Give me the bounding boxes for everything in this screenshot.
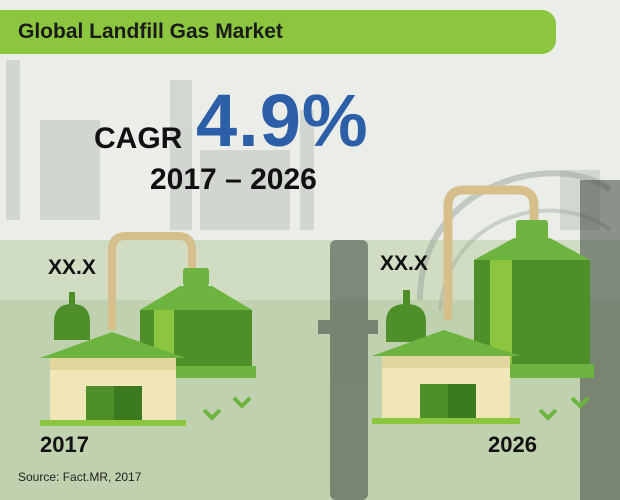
source-note: Source: Fact.MR, 2017 [18, 470, 142, 484]
biogas-plant-large-icon [372, 185, 594, 424]
left-plant-value: XX.X [48, 256, 96, 279]
check-chevron-icon [202, 408, 222, 421]
title-banner: Global Landfill Gas Market [0, 10, 556, 54]
forecast-period: 2017 – 2026 [150, 163, 317, 196]
cagr-value: 4.9% [196, 79, 369, 162]
check-chevron-icon [232, 396, 252, 409]
check-chevron-icon [570, 396, 590, 409]
cagr-label: CAGR [94, 122, 183, 155]
check-chevron-icon [538, 408, 558, 421]
page-title: Global Landfill Gas Market [18, 20, 283, 43]
right-plant-year: 2026 [488, 432, 537, 457]
left-plant-year: 2017 [40, 432, 89, 457]
right-plant-value: XX.X [380, 252, 428, 275]
biogas-plant-small-icon [40, 232, 256, 426]
